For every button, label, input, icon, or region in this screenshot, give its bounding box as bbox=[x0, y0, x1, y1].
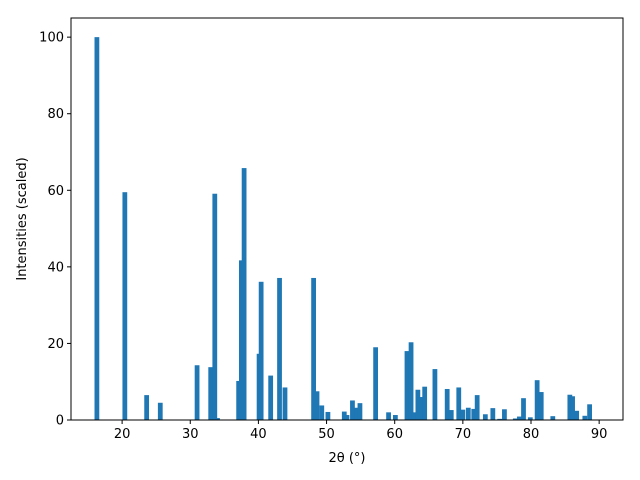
x-tick-label: 80 bbox=[523, 427, 540, 442]
bar bbox=[386, 412, 391, 420]
bar bbox=[497, 418, 503, 420]
bar bbox=[460, 409, 466, 420]
x-tick-label: 40 bbox=[250, 427, 267, 442]
bar bbox=[319, 405, 325, 420]
bar bbox=[238, 260, 244, 420]
bar bbox=[587, 404, 592, 420]
bar bbox=[456, 387, 462, 420]
bar bbox=[354, 407, 359, 420]
bar bbox=[144, 395, 150, 420]
bar bbox=[567, 394, 573, 420]
bar bbox=[268, 375, 274, 420]
bar bbox=[236, 380, 242, 420]
bar bbox=[550, 416, 556, 420]
bar bbox=[212, 193, 218, 420]
y-tick-label: 60 bbox=[47, 184, 64, 199]
bar bbox=[570, 396, 575, 420]
bar bbox=[422, 386, 428, 420]
bar bbox=[157, 402, 163, 420]
bar bbox=[282, 387, 288, 420]
x-tick-label: 60 bbox=[386, 427, 403, 442]
bar bbox=[471, 408, 477, 420]
bar bbox=[512, 418, 518, 420]
bar bbox=[582, 415, 588, 420]
bar bbox=[357, 403, 363, 420]
bar bbox=[277, 277, 282, 420]
bar bbox=[314, 391, 320, 420]
bar bbox=[517, 416, 522, 420]
y-tick-label: 80 bbox=[47, 107, 64, 122]
bar bbox=[258, 281, 264, 420]
bar bbox=[344, 415, 350, 420]
bar bbox=[482, 414, 488, 420]
bar bbox=[574, 410, 580, 420]
x-tick-label: 50 bbox=[318, 427, 335, 442]
bar bbox=[502, 409, 507, 420]
bar bbox=[490, 408, 496, 420]
y-tick-label: 40 bbox=[47, 260, 64, 275]
bar bbox=[325, 411, 331, 420]
bar bbox=[474, 395, 480, 420]
bar bbox=[94, 37, 100, 420]
x-tick-label: 20 bbox=[114, 427, 131, 442]
x-axis-ticks: 20 30 40 50 60 70 80 90 bbox=[114, 420, 608, 442]
bar bbox=[521, 398, 526, 420]
bar bbox=[411, 412, 417, 420]
bar bbox=[432, 369, 438, 420]
y-axis-label: Intensities (scaled) bbox=[15, 157, 30, 280]
bar bbox=[538, 392, 544, 420]
bar bbox=[350, 400, 355, 420]
y-tick-label: 0 bbox=[56, 414, 64, 429]
bar bbox=[444, 388, 450, 420]
bar bbox=[341, 411, 347, 420]
y-tick-label: 20 bbox=[47, 337, 64, 352]
y-axis-ticks: 0 20 40 60 80 100 bbox=[39, 31, 71, 429]
x-tick-label: 90 bbox=[591, 427, 608, 442]
bar bbox=[404, 351, 410, 420]
bar bbox=[194, 365, 200, 420]
bar bbox=[418, 397, 423, 420]
bar bbox=[448, 410, 454, 420]
bar bbox=[208, 367, 214, 420]
bar bbox=[408, 342, 414, 420]
x-axis-label: 2θ (°) bbox=[328, 451, 365, 466]
x-tick-label: 30 bbox=[182, 427, 199, 442]
bar bbox=[465, 407, 471, 420]
bar bbox=[122, 192, 128, 420]
bar bbox=[393, 415, 398, 420]
bar bbox=[215, 418, 220, 420]
bar bbox=[311, 277, 316, 420]
bar bbox=[415, 389, 421, 420]
bar bbox=[373, 347, 379, 420]
x-tick-label: 70 bbox=[455, 427, 472, 442]
y-tick-label: 100 bbox=[39, 31, 64, 46]
bar bbox=[534, 380, 540, 420]
plot-frame bbox=[70, 17, 624, 421]
bars bbox=[94, 37, 592, 420]
bar bbox=[241, 168, 247, 420]
bar bbox=[527, 417, 533, 420]
